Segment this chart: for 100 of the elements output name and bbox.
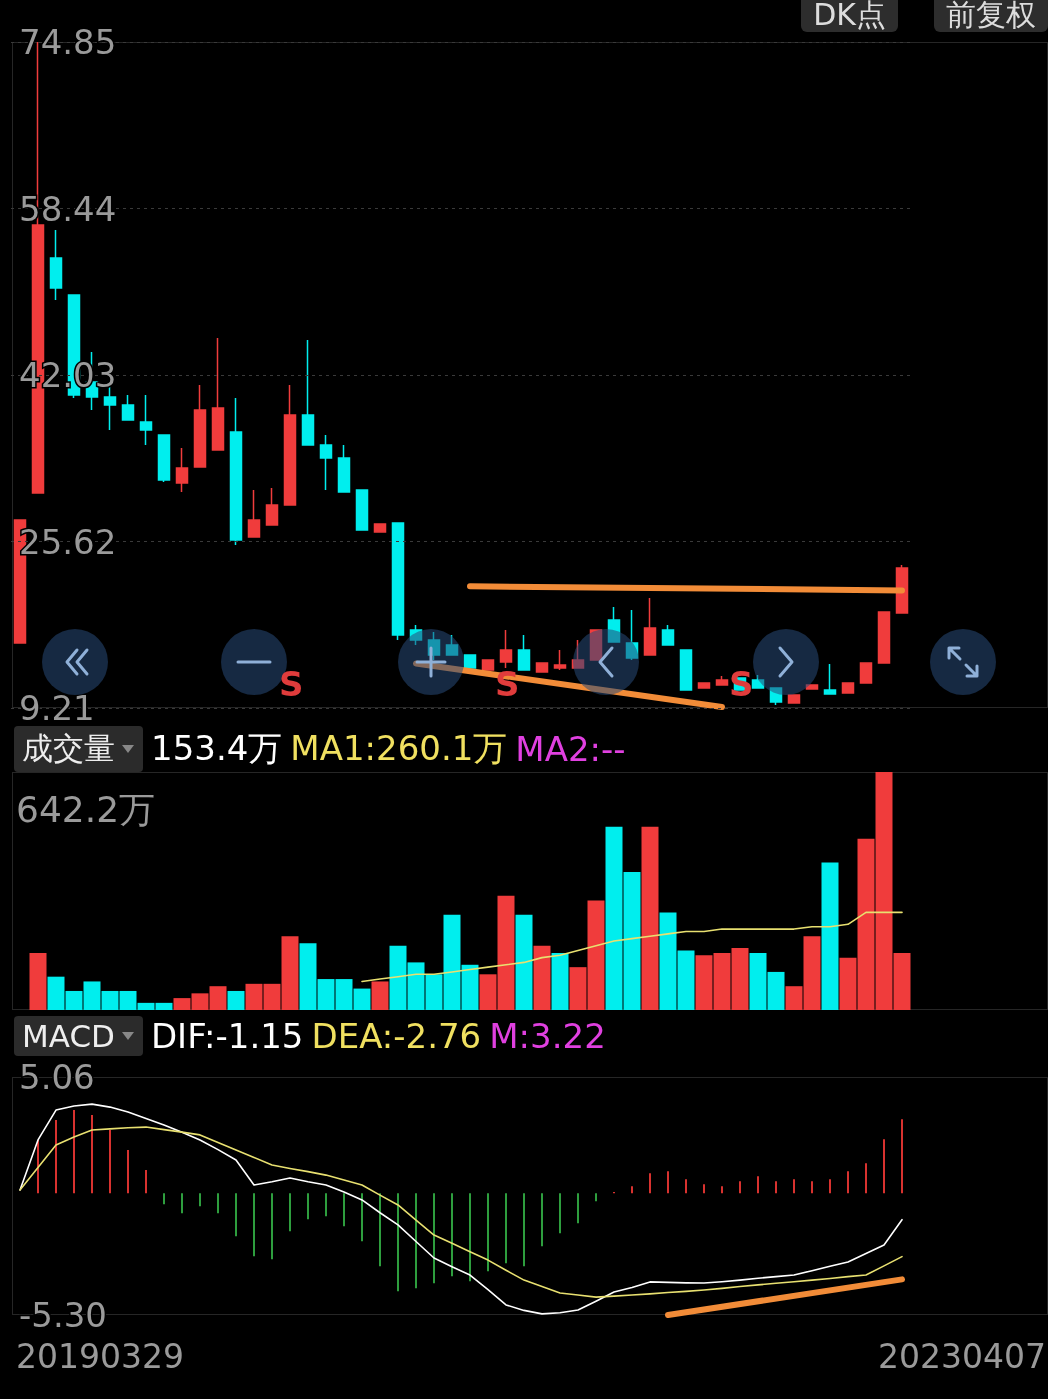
- candlestick: [769, 687, 783, 706]
- bar: [91, 1114, 93, 1194]
- bar: [821, 862, 839, 1010]
- bar: [343, 1193, 345, 1227]
- text: DIF:-1.15: [150, 1016, 304, 1056]
- text: 前复权: [934, 0, 1048, 32]
- candlestick: [661, 624, 675, 646]
- bar: [451, 1193, 453, 1277]
- bar: [551, 952, 569, 1010]
- candlestick: [787, 694, 801, 704]
- candlestick: [643, 597, 657, 656]
- bar: [163, 1193, 165, 1205]
- candlestick: [265, 487, 279, 526]
- chart-title: MACD: [22, 1018, 115, 1054]
- candlestick: [211, 337, 225, 451]
- bar: [307, 1193, 309, 1220]
- bar: [227, 990, 245, 1010]
- bar: [505, 1193, 507, 1264]
- candlestick: [247, 489, 261, 538]
- text: MA2:--: [515, 729, 626, 769]
- bar: [667, 1171, 669, 1194]
- candlestick: [859, 662, 873, 684]
- bar: [55, 1119, 57, 1194]
- bar: [109, 1130, 111, 1194]
- bar: [901, 1119, 903, 1194]
- bar: [433, 1193, 435, 1284]
- bar: [775, 1181, 777, 1194]
- bar: [649, 1173, 651, 1194]
- text: DK点: [801, 0, 898, 32]
- candlestick: [535, 662, 549, 673]
- candlestick: [571, 639, 585, 669]
- bar: [883, 1139, 885, 1194]
- y-tick-label: 74.85: [19, 22, 117, 62]
- bar: [577, 1193, 579, 1224]
- candlestick: [391, 522, 405, 641]
- bar: [515, 914, 533, 1010]
- bar: [397, 1193, 399, 1292]
- bar: [595, 1193, 597, 1202]
- bar: [641, 826, 659, 1010]
- bar: [415, 1193, 417, 1289]
- candlestick: [517, 634, 531, 671]
- candlestick: [715, 675, 729, 686]
- bar: [199, 1193, 201, 1207]
- bar: [217, 1193, 219, 1214]
- bar: [793, 1179, 795, 1194]
- candlestick: [139, 394, 153, 446]
- bar: [289, 1193, 291, 1232]
- candlestick: [697, 682, 711, 689]
- candlestick: [625, 609, 639, 661]
- bar: [631, 1186, 633, 1194]
- text: 20190329: [16, 1337, 184, 1376]
- bar: [469, 1193, 471, 1282]
- bar: [533, 945, 551, 1010]
- text: 20230407: [878, 1337, 1046, 1376]
- candlestick: [193, 384, 207, 468]
- text: M:3.22: [489, 1016, 606, 1056]
- candlestick: [355, 489, 369, 531]
- bar: [181, 1193, 183, 1214]
- candlestick: [301, 339, 315, 446]
- candlestick: [229, 397, 243, 546]
- bar: [757, 1176, 759, 1194]
- candlestick: [877, 611, 891, 664]
- bar: [361, 1193, 363, 1242]
- candlestick: [499, 629, 513, 669]
- bar: [37, 1139, 39, 1194]
- bar: [253, 1193, 255, 1257]
- candlestick: [841, 682, 855, 694]
- candlestick: [823, 663, 837, 695]
- bar: [865, 1163, 867, 1194]
- candlestick: [463, 654, 477, 671]
- candlestick: [481, 659, 495, 671]
- candlestick: [121, 394, 135, 421]
- text: DEA:-2.76: [311, 1016, 482, 1056]
- bar: [371, 981, 389, 1010]
- bar: [847, 1171, 849, 1194]
- bar: [271, 1193, 273, 1260]
- bar: [145, 1170, 147, 1194]
- bar: [379, 1193, 381, 1267]
- bar: [739, 1181, 741, 1194]
- annotation: 642.2万: [16, 788, 156, 832]
- candlestick: [553, 649, 567, 671]
- bar: [29, 952, 47, 1010]
- candlestick: [607, 606, 621, 643]
- candlestick: [319, 434, 333, 491]
- bar: [73, 1110, 75, 1194]
- bar: [721, 1186, 723, 1194]
- bar: [523, 1193, 525, 1267]
- chart-title: 成交量: [22, 729, 115, 768]
- bar: [559, 1193, 561, 1234]
- y-tick-label: 5.06: [19, 1057, 95, 1097]
- bar: [811, 1181, 813, 1194]
- candlestick: [751, 674, 765, 689]
- candlestick: [283, 384, 297, 506]
- candlestick: [175, 447, 189, 493]
- bar: [487, 1193, 489, 1272]
- candlestick: [49, 229, 63, 301]
- bar: [325, 1193, 327, 1217]
- bar: [829, 1179, 831, 1194]
- bar: [127, 1150, 129, 1194]
- text: MA1:260.1万: [290, 727, 508, 770]
